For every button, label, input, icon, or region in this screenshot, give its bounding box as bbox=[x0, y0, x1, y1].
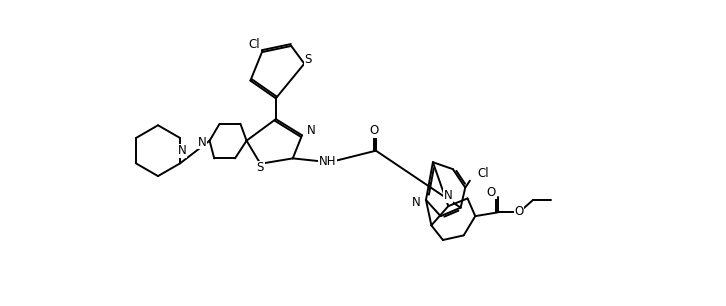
Text: N: N bbox=[197, 136, 206, 149]
Text: Cl: Cl bbox=[248, 38, 260, 51]
Text: N: N bbox=[178, 144, 187, 157]
Text: O: O bbox=[487, 186, 496, 199]
Text: NH: NH bbox=[319, 155, 336, 168]
Text: S: S bbox=[304, 53, 312, 65]
Text: N: N bbox=[306, 124, 315, 137]
Text: O: O bbox=[515, 205, 523, 218]
Text: N: N bbox=[444, 189, 453, 202]
Text: O: O bbox=[370, 124, 379, 137]
Text: N: N bbox=[412, 196, 420, 209]
Text: Cl: Cl bbox=[478, 167, 489, 180]
Text: S: S bbox=[257, 161, 264, 174]
